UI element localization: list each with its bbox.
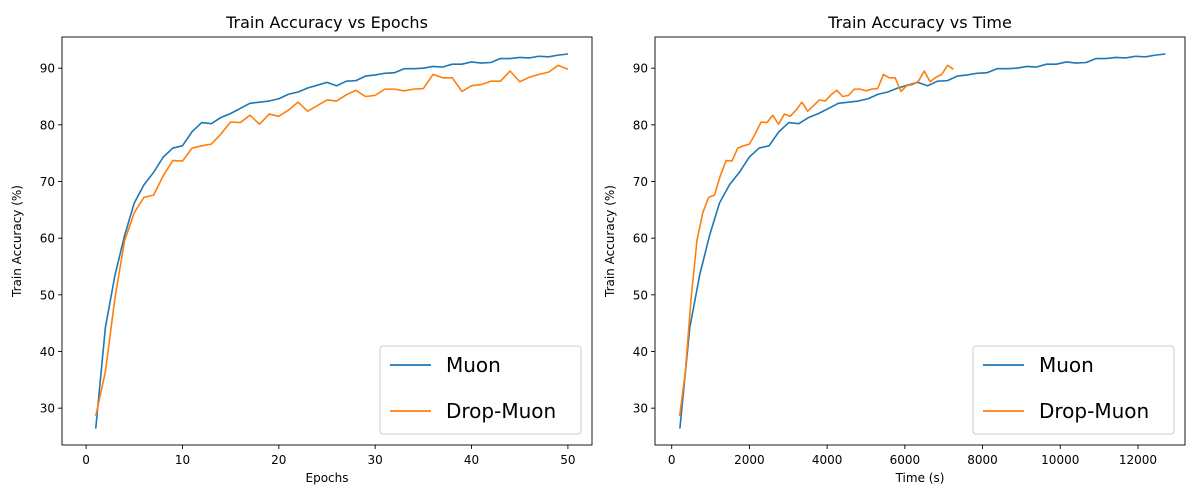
axes-frame bbox=[654, 36, 1186, 446]
y-tick-label: 50 bbox=[40, 288, 55, 302]
series-line-drop-muon bbox=[678, 64, 954, 417]
y-tick-label: 40 bbox=[40, 345, 55, 359]
x-tick-label: 8000 bbox=[967, 453, 998, 467]
x-tick-label: 10000 bbox=[1041, 453, 1079, 467]
chart-title: Train Accuracy vs Epochs bbox=[225, 13, 428, 32]
x-axis-label: Epochs bbox=[306, 471, 349, 485]
x-tick-label: 12000 bbox=[1119, 453, 1157, 467]
series-group bbox=[678, 53, 1166, 429]
legend-box bbox=[972, 345, 1175, 435]
x-tick-label: 30 bbox=[368, 453, 383, 467]
series-line-muon bbox=[94, 53, 569, 429]
y-tick-label: 30 bbox=[40, 402, 55, 416]
y-axis-label: Train Accuracy (%) bbox=[10, 185, 24, 298]
series-line-drop-muon bbox=[94, 64, 569, 417]
y-axis-label: Train Accuracy (%) bbox=[603, 185, 617, 298]
x-tick-label: 0 bbox=[82, 453, 90, 467]
y-tick-label: 70 bbox=[40, 175, 55, 189]
legend-label: Drop-Muon bbox=[446, 399, 556, 423]
legend-label: Muon bbox=[1039, 353, 1094, 377]
y-tick-label: 50 bbox=[633, 288, 648, 302]
x-tick-label: 6000 bbox=[890, 453, 921, 467]
x-axis-label: Time (s) bbox=[895, 471, 945, 485]
chart-panel-2: Train Accuracy vs Time 0 2000 4000 6000 8000 1… bbox=[603, 13, 1186, 485]
legend: Muon Drop-Muon bbox=[379, 345, 582, 435]
y-tick-label: 80 bbox=[633, 118, 648, 132]
y-tick-label: 90 bbox=[633, 62, 648, 76]
series-line-muon bbox=[679, 53, 1166, 429]
y-tick-label: 90 bbox=[40, 62, 55, 76]
x-tick-label: 4000 bbox=[812, 453, 843, 467]
y-tick-label: 30 bbox=[633, 402, 648, 416]
x-tick-label: 2000 bbox=[734, 453, 765, 467]
series-group bbox=[94, 53, 569, 429]
x-tick-label: 0 bbox=[668, 453, 676, 467]
legend: Muon Drop-Muon bbox=[972, 345, 1175, 435]
y-tick-label: 60 bbox=[633, 232, 648, 246]
x-tick-label: 20 bbox=[271, 453, 286, 467]
x-tick-label: 10 bbox=[175, 453, 190, 467]
legend-box bbox=[379, 345, 582, 435]
y-tick-label: 60 bbox=[40, 232, 55, 246]
axes-frame bbox=[61, 36, 593, 446]
y-tick-label: 70 bbox=[633, 175, 648, 189]
y-tick-label: 40 bbox=[633, 345, 648, 359]
chart-title: Train Accuracy vs Time bbox=[827, 13, 1012, 32]
x-tick-label: 40 bbox=[464, 453, 479, 467]
legend-label: Muon bbox=[446, 353, 501, 377]
x-tick-label: 50 bbox=[560, 453, 575, 467]
legend-label: Drop-Muon bbox=[1039, 399, 1149, 423]
y-tick-label: 80 bbox=[40, 118, 55, 132]
chart-panel-1: Train Accuracy vs Epochs 0 10 20 30 40 50 30 40 5… bbox=[10, 13, 593, 485]
